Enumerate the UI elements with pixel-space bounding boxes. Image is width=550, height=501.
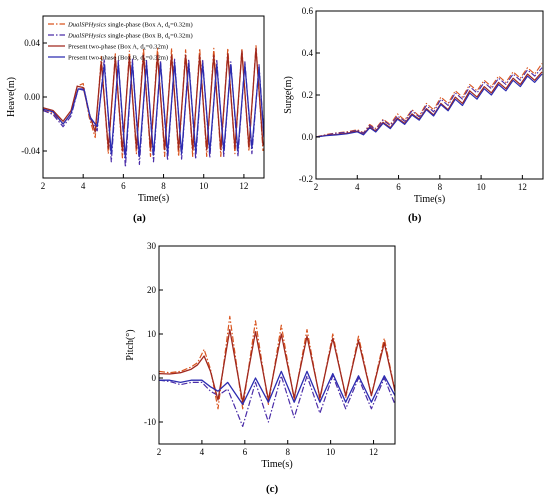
x-tick-label-c-3: 8: [285, 447, 290, 457]
x-tick-label-a-4: 10: [199, 181, 209, 191]
y-tick-label-b-3: 0.4: [302, 48, 314, 58]
legend-entry-1: DualSPHysics single-phase (Box A, ds=0.3…: [67, 22, 193, 31]
x-tick-label-a-2: 6: [121, 181, 126, 191]
x-axis-label-c: Time(s): [261, 459, 292, 470]
x-tick-label-b-0: 2: [314, 182, 319, 192]
y-tick-label-b-4: 0.6: [302, 6, 314, 16]
y-axis-label-a: Heave(m): [6, 77, 17, 117]
x-axis-label-b: Time(s): [414, 194, 445, 205]
x-tick-label-a-1: 4: [81, 181, 86, 191]
series-group-b: [316, 63, 543, 138]
series-line-c-4: [159, 370, 395, 406]
legend: DualSPHysics single-phase (Box A, ds=0.3…: [48, 22, 193, 64]
x-tick-label-a-5: 12: [239, 181, 248, 191]
legend-entry-4: Present two-phase (Box B, ds=0.32m): [68, 55, 168, 64]
series-line-b-4: [316, 73, 543, 138]
series-line-c-1: [159, 315, 395, 410]
legend-entry-3: Present two-phase (Box A, ds=0.32m): [68, 44, 168, 53]
series-line-a-3: [43, 47, 264, 152]
chart-b: 2 4 6 8 10 12 -0.2 0.0 0.2 0.4 0.6 Time(s) Surge(m): [283, 6, 544, 205]
x-tick-label-c-2: 6: [243, 447, 248, 457]
y-tick-label-c-3: 20: [147, 285, 157, 295]
y-tick-label-c-1: 0: [152, 373, 157, 383]
y-tick-label-a-1: 0.00: [24, 92, 40, 102]
x-tick-label-c-1: 4: [200, 447, 205, 457]
x-tick-label-b-3: 8: [438, 182, 443, 192]
x-tick-label-b-1: 4: [355, 182, 360, 192]
y-axis-label-b: Surge(m): [283, 76, 294, 114]
y-tick-label-b-1: 0.0: [302, 132, 314, 142]
panel-label-b: (b): [408, 212, 422, 224]
x-axis-label-a: Time(s): [138, 193, 169, 204]
plot-frame-c: [158, 245, 396, 445]
panel-label-c: (c): [266, 483, 279, 495]
series-group-a: [43, 45, 264, 168]
legend-entry-2: DualSPHysics single-phase (Box B, ds=0.3…: [67, 33, 193, 42]
series-line-b-1: [316, 63, 543, 138]
y-tick-label-b-2: 0.2: [302, 90, 313, 100]
series-group-c: [159, 315, 395, 427]
series-line-c-2: [159, 375, 395, 427]
x-tick-label-c-4: 10: [326, 447, 336, 457]
x-tick-label-c-5: 12: [369, 447, 378, 457]
x-tick-label-b-2: 6: [396, 182, 401, 192]
y-tick-label-a-0: -0.04: [21, 146, 40, 156]
series-line-b-2: [316, 67, 543, 138]
x-tick-label-b-5: 12: [518, 182, 527, 192]
chart-a: 2 4 6 8 10 12 -0.04 0.00 0.04 Time(s) Heave(m) Dual…: [6, 15, 265, 204]
y-tick-label-c-4: 30: [147, 241, 157, 251]
y-tick-label-c-0: -10: [144, 417, 156, 427]
x-tick-label-a-0: 2: [41, 181, 46, 191]
x-tick-label-a-3: 8: [161, 181, 166, 191]
y-tick-label-b-0: -0.2: [299, 174, 313, 184]
plot-frame-b: [315, 10, 544, 180]
y-tick-label-a-2: 0.04: [24, 38, 40, 48]
series-line-a-4: [43, 62, 264, 159]
series-line-c-3: [159, 328, 395, 403]
y-tick-label-c-2: 10: [147, 329, 157, 339]
chart-c: 2 4 6 8 10 12 -10 0 10 20 30 Time(s) Pitch(°): [125, 241, 396, 470]
x-tick-label-c-0: 2: [157, 447, 162, 457]
x-tick-label-b-4: 10: [477, 182, 487, 192]
panel-label-a: (a): [133, 212, 146, 224]
y-axis-label-c: Pitch(°): [125, 329, 136, 360]
